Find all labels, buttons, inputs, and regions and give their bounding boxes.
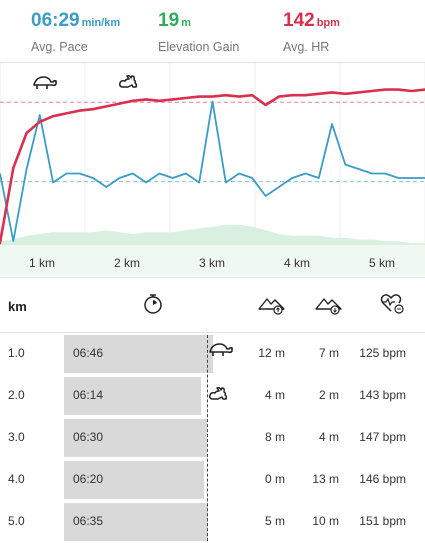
elevation-loss-icon [315,293,343,320]
row-elevation-gain: 5 m [264,514,285,528]
rabbit-icon [208,385,230,408]
km-column-header: km [8,299,27,314]
row-elevation-gain: 8 m [264,430,285,444]
row-heart-rate: 125 bpm [359,346,406,360]
divider [0,332,425,333]
avg-pace-unit: min/km [81,17,121,29]
row-km: 5.0 [8,514,25,528]
x-tick-label: 3 km [199,256,225,270]
row-pace: 06:20 [73,472,104,486]
row-heart-rate: 147 bpm [359,430,406,444]
row-pace: 06:30 [73,430,104,444]
row-pace: 06:46 [73,346,104,360]
elevation-gain-stat: 19 m Elevation Gain [158,10,239,55]
chart-svg: 1 km 2 km 3 km 4 km 5 km [0,63,425,276]
stats-header: 06:29 min/km Avg. Pace 19 m Elevation Gain… [0,0,425,62]
turtle-icon [208,343,234,364]
avg-hr-stat: 142 bpm Avg. HR [283,10,340,55]
row-elevation-loss: 2 m [318,388,339,402]
table-row[interactable]: 5.0 06:35 5 m 10 m 151 bpm [0,501,425,543]
table-row[interactable]: 3.0 06:30 8 m 4 m 147 bpm [0,417,425,459]
elevation-area-layer [0,224,425,245]
row-km: 3.0 [8,430,25,444]
row-elevation-loss: 10 m [312,514,339,528]
avg-pace-label: Avg. Pace [31,40,88,54]
row-heart-rate: 151 bpm [359,514,406,528]
row-elevation-loss: 13 m [312,472,339,486]
avg-pace-value: 06:29 [31,10,80,31]
row-km: 1.0 [8,346,25,360]
row-elevation-gain: 0 m [264,472,285,486]
x-tick-label: 2 km [114,256,140,270]
elevation-gain-label: Elevation Gain [158,40,240,54]
elevation-gain-icon [258,293,286,320]
pace-bar [64,461,204,499]
row-heart-rate: 143 bpm [359,388,406,402]
divider [0,62,425,63]
row-elevation-loss: 4 m [318,430,339,444]
splits-table-header: km [0,282,425,328]
row-pace: 06:35 [73,514,104,528]
row-pace: 06:14 [73,388,104,402]
hr-line-layer [0,88,425,245]
table-row[interactable]: 4.0 06:20 0 m 13 m 146 bpm [0,459,425,501]
elevation-area [0,224,425,245]
pace-bar [64,419,207,457]
row-elevation-gain: 4 m [264,388,285,402]
divider [0,277,425,278]
pace-bar [64,377,201,415]
x-tick-label: 5 km [369,256,395,270]
elevation-gain-value: 19 [158,10,180,31]
hr-line [0,88,425,245]
x-tick-label: 1 km [29,256,55,270]
avg-pace-stat: 06:29 min/km Avg. Pace [31,10,120,55]
pace-bar [64,335,213,373]
pace-line-layer [0,100,425,242]
row-heart-rate: 146 bpm [359,472,406,486]
table-row[interactable]: 2.0 06:14 4 m 2 m 143 bpm [0,375,425,417]
row-km: 2.0 [8,388,25,402]
stopwatch-icon [142,293,164,320]
avg-hr-unit: bpm [316,17,340,29]
row-km: 4.0 [8,472,25,486]
x-axis-labels: 1 km 2 km 3 km 4 km 5 km [29,256,395,270]
turtle-icon [33,76,57,89]
pace-line [0,100,425,242]
x-axis-band [0,245,425,276]
elevation-gain-unit: m [181,17,191,29]
x-tick-label: 4 km [284,256,310,270]
heart-rate-icon [380,293,406,320]
split-chart[interactable]: 1 km 2 km 3 km 4 km 5 km [0,63,425,276]
row-elevation-loss: 7 m [318,346,339,360]
row-elevation-gain: 12 m [258,346,285,360]
table-row[interactable]: 1.0 06:46 12 m 7 m 125 bpm [0,333,425,375]
rabbit-icon [119,75,138,88]
chart-markers [33,75,138,89]
avg-hr-label: Avg. HR [283,40,330,54]
avg-hr-value: 142 [283,10,315,31]
chart-grid [0,63,425,276]
pace-bar [64,503,208,541]
average-pace-line [207,335,208,541]
